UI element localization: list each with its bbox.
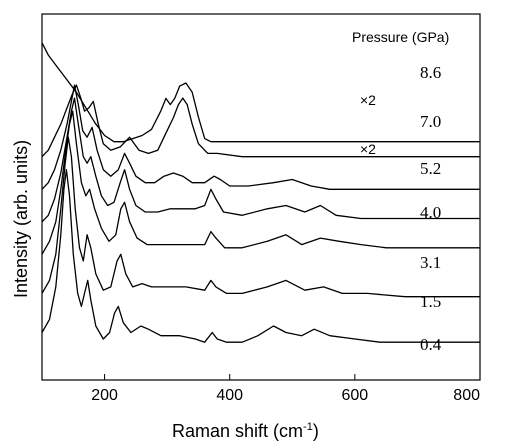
x-tick-label-400: 400 — [216, 387, 243, 404]
pressure-label-5-2: 5.2 — [420, 159, 441, 178]
pressure-label-4-0: 4.0 — [420, 203, 441, 222]
pressure-label-0-4: 0.4 — [420, 335, 442, 354]
pressure-label-7-0: 7.0 — [420, 112, 441, 131]
spectrum-line-0-4 — [41, 169, 480, 343]
pressure-label-1-5: 1.5 — [420, 292, 441, 311]
legend-title: Pressure (GPa) — [352, 29, 449, 45]
pressure-label-8-6: 8.6 — [420, 63, 441, 82]
x-tick-label-600: 600 — [342, 387, 369, 404]
annotation-x2-first: ×2 — [360, 92, 376, 108]
spectrum-line-5-2 — [41, 84, 480, 190]
spectrum-line-1-5 — [41, 136, 480, 298]
x-axis-label-sup: -1 — [303, 421, 313, 433]
spectra-group — [41, 42, 480, 343]
spectrum-line-8-6 — [41, 42, 480, 143]
pressure-label-3-1: 3.1 — [420, 253, 441, 272]
plot-frame — [41, 13, 481, 381]
x-axis-label: Raman shift (cm-1) — [172, 421, 319, 441]
x-axis-label-main: Raman shift (cm — [172, 421, 303, 441]
x-axis-label-close: ) — [313, 421, 319, 441]
x-tick-label-800: 800 — [453, 387, 480, 404]
annotation-x2-second: ×2 — [360, 141, 376, 157]
x-tick-label-200: 200 — [91, 387, 118, 404]
spectrum-line-7-0 — [41, 84, 480, 158]
spectrum-line-4-0 — [41, 97, 480, 223]
y-axis-label: Intensity (arb. units) — [11, 140, 31, 298]
spectrum-line-3-1 — [41, 110, 480, 255]
pressure-labels-group: 8.6 7.0 5.2 4.0 3.1 1.5 0.4 — [420, 63, 442, 354]
x-ticks-group: 200 400 600 800 — [91, 374, 481, 404]
